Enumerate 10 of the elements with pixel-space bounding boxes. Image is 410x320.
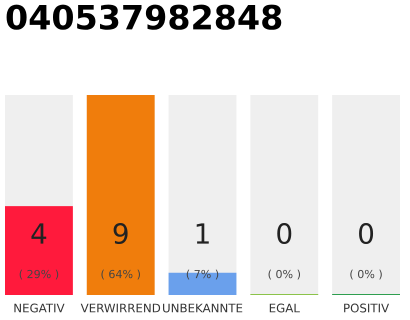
x-tick-label: NEGATIV [14, 304, 65, 312]
x-tick-label: POSITIV [344, 304, 390, 312]
x-tick-label: VERWIRREND [80, 304, 160, 312]
data-label: 0 ( 0% ) [350, 223, 382, 280]
data-label: 9 ( 64% ) [101, 223, 140, 280]
chart-title: 040537982848 [6, 4, 282, 30]
data-label: 0 ( 0% ) [268, 223, 300, 280]
x-tick-label: EGAL [270, 304, 300, 312]
data-label: 4 ( 29% ) [20, 223, 58, 280]
x-tick-label: UNBEKANNTE [163, 304, 242, 312]
